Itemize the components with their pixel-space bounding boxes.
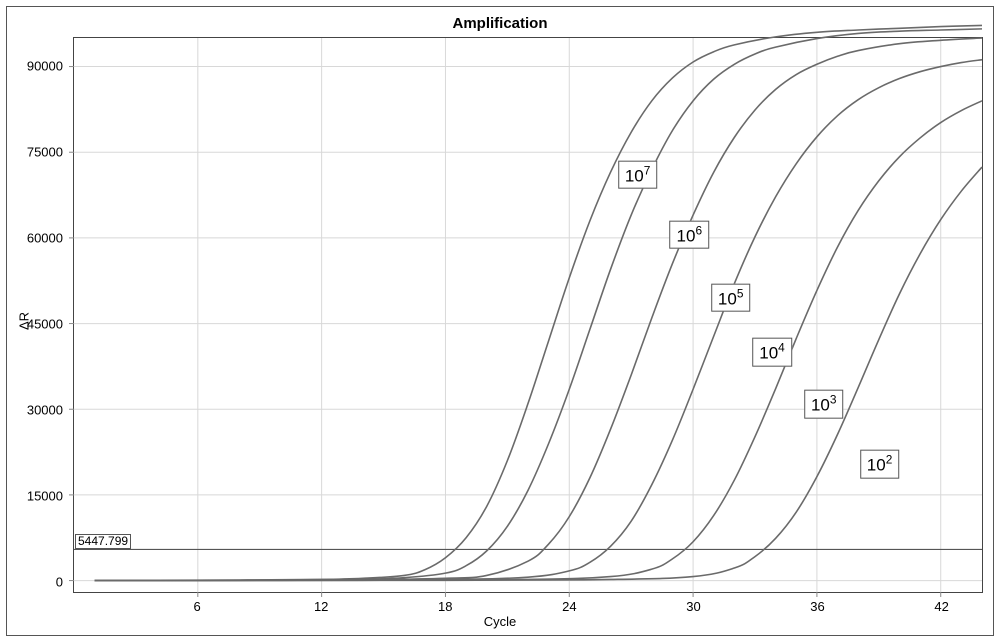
x-tick-label: 24 [562, 599, 576, 614]
amplification-curve [95, 101, 982, 581]
series-label-exp: 3 [830, 393, 837, 407]
y-tick-label: 0 [56, 574, 63, 589]
x-axis-label: Cycle [7, 614, 993, 629]
amplification-curve [95, 29, 982, 581]
chart-frame: Amplification ΔR Cycle 01500030000450006… [6, 6, 994, 636]
amplification-curve [95, 60, 982, 581]
y-tick-label: 15000 [27, 488, 63, 503]
y-tick-label: 60000 [27, 230, 63, 245]
y-tick-label: 75000 [27, 144, 63, 159]
series-label-base: 10 [759, 344, 778, 363]
series-label-base: 10 [867, 455, 886, 474]
amplification-curve [95, 38, 982, 581]
series-label: 106 [670, 220, 710, 249]
series-label-exp: 6 [695, 223, 702, 237]
series-label: 102 [860, 450, 900, 479]
x-tick-label: 12 [314, 599, 328, 614]
x-tick-label: 42 [934, 599, 948, 614]
amplification-curve [95, 25, 982, 580]
series-label-base: 10 [625, 166, 644, 185]
y-tick-label: 30000 [27, 402, 63, 417]
series-label-base: 10 [677, 226, 696, 245]
x-tick-label: 30 [686, 599, 700, 614]
plot-area [73, 37, 983, 593]
x-tick-label: 6 [193, 599, 200, 614]
series-label-exp: 7 [644, 163, 651, 177]
series-label-exp: 5 [737, 286, 744, 300]
series-label: 103 [804, 390, 844, 419]
series-label: 105 [711, 283, 751, 312]
chart-title: Amplification [7, 15, 993, 32]
series-label: 104 [752, 338, 792, 367]
curves-svg [74, 38, 982, 592]
x-tick-label: 36 [810, 599, 824, 614]
series-label-exp: 4 [778, 341, 785, 355]
series-label-base: 10 [718, 289, 737, 308]
threshold-label: 5447.799 [75, 534, 131, 549]
x-tick-label: 18 [438, 599, 452, 614]
series-label-exp: 2 [886, 453, 893, 467]
y-tick-label: 90000 [27, 58, 63, 73]
series-label: 107 [618, 160, 658, 189]
series-label-base: 10 [811, 395, 830, 414]
y-tick-label: 45000 [27, 316, 63, 331]
